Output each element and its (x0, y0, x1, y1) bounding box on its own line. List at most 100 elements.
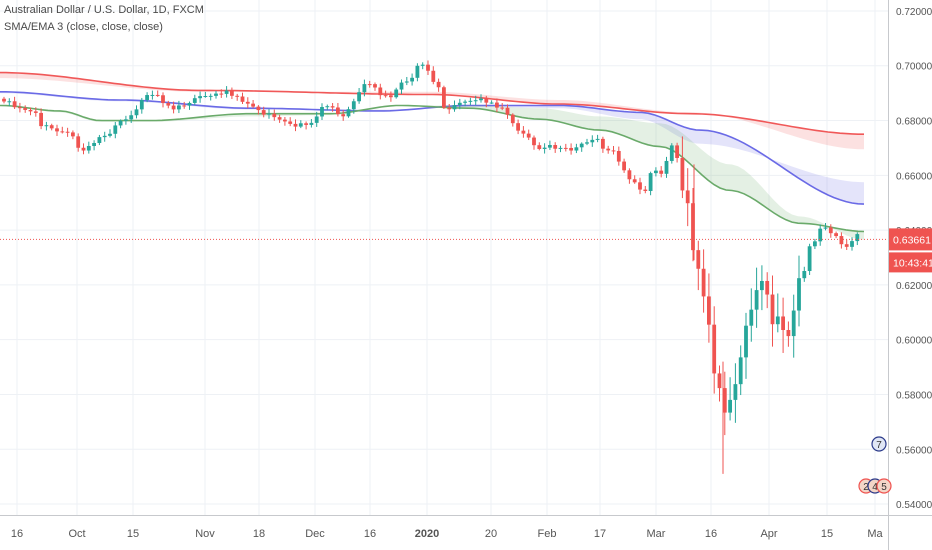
candle-body (2, 98, 6, 102)
candle-body (744, 325, 748, 358)
candle-body (606, 148, 611, 151)
candle-body (320, 107, 324, 117)
candle-body (357, 92, 361, 102)
candle-body (707, 296, 711, 325)
time-tick-label: Nov (195, 528, 215, 540)
candle-body (442, 87, 446, 108)
candle-body (733, 384, 738, 400)
candle-body (643, 189, 648, 191)
candle-body (516, 123, 520, 131)
candle-body (171, 105, 176, 110)
candle-body (495, 102, 499, 108)
candle-body (55, 128, 59, 132)
candle-body (139, 100, 144, 110)
price-tick-label: 0.70000 (896, 62, 932, 73)
time-tick-label: 16 (364, 528, 376, 540)
event-badge-icon (871, 436, 887, 452)
candle-body (722, 388, 727, 413)
candle-body (526, 133, 531, 138)
candle-body (738, 357, 743, 385)
candle-body (314, 116, 319, 123)
candle-body (823, 227, 828, 229)
candle-body (542, 147, 547, 149)
candle-body (277, 117, 282, 120)
candle-body (298, 123, 303, 127)
candle-body (309, 122, 314, 125)
time-tick-label: Feb (538, 528, 557, 540)
price-tick-label: 0.54000 (896, 500, 932, 511)
price-tick-label: 0.56000 (896, 445, 932, 456)
candle-body (230, 90, 234, 96)
candle-body (267, 113, 271, 115)
candle-body (484, 98, 489, 103)
time-tick-label: 15 (127, 528, 139, 540)
time-tick-label: Dec (305, 528, 325, 540)
blue-ma-band (0, 91, 864, 205)
candle-body (691, 203, 695, 251)
candle-body (468, 100, 473, 102)
candle-body (219, 93, 224, 95)
candle-body (71, 132, 75, 137)
candle-body (304, 123, 308, 125)
time-tick-label: 16 (11, 528, 23, 540)
candle-body (192, 98, 197, 103)
candle-body (828, 227, 833, 234)
candle-body (410, 77, 414, 82)
candle-body (558, 147, 563, 149)
candle-body (569, 147, 573, 151)
candle-body (627, 170, 632, 180)
candle-body (150, 94, 155, 96)
candle-body (770, 294, 775, 325)
candle-body (245, 101, 250, 104)
candle-body (102, 135, 107, 138)
candle-body (595, 138, 600, 140)
candle-body (659, 170, 664, 174)
candle-body (399, 82, 404, 90)
candle-body (563, 147, 568, 149)
candle-body (39, 112, 43, 127)
candle-body (118, 120, 123, 126)
candle-body (749, 309, 754, 326)
candle-body (198, 96, 202, 99)
candle-body (155, 94, 160, 96)
candle-body (187, 102, 192, 106)
candle-body (834, 233, 838, 237)
candle-body (97, 137, 102, 144)
candle-body (283, 119, 287, 122)
candle-body (648, 173, 653, 191)
time-tick-label: 2020 (415, 528, 439, 540)
candle-body (76, 136, 81, 148)
candle-body (92, 143, 96, 147)
time-tick-label: Oct (68, 528, 85, 540)
candle-body (336, 107, 340, 115)
candle-body (293, 123, 298, 127)
candle-body (373, 84, 377, 88)
candle-body (33, 111, 38, 113)
event-badge-label: 5 (881, 482, 887, 493)
candle-body (457, 102, 462, 106)
price-tick-label: 0.68000 (896, 117, 932, 128)
green-ma-line (0, 104, 865, 233)
red-ma-line (0, 71, 864, 135)
candle-body (161, 95, 165, 103)
candle-body (807, 246, 812, 272)
indicator-label: SMA/EMA 3 (close, close, close) (4, 21, 163, 33)
candle-body (685, 190, 690, 204)
countdown-tag (889, 252, 932, 273)
candle-body (261, 110, 266, 115)
candle-body (134, 109, 139, 116)
time-tick-label: 18 (253, 528, 265, 540)
candle-body (49, 125, 54, 129)
candle-body (12, 101, 17, 108)
candle-body (394, 89, 399, 98)
candle-body (775, 316, 780, 325)
candle-body (367, 84, 372, 86)
candle-body (81, 147, 86, 151)
event-badge-label: 2 (863, 482, 869, 493)
candle-body (701, 268, 706, 297)
candle-body (505, 107, 510, 115)
candle-body (728, 399, 732, 413)
candle-body (500, 107, 505, 109)
